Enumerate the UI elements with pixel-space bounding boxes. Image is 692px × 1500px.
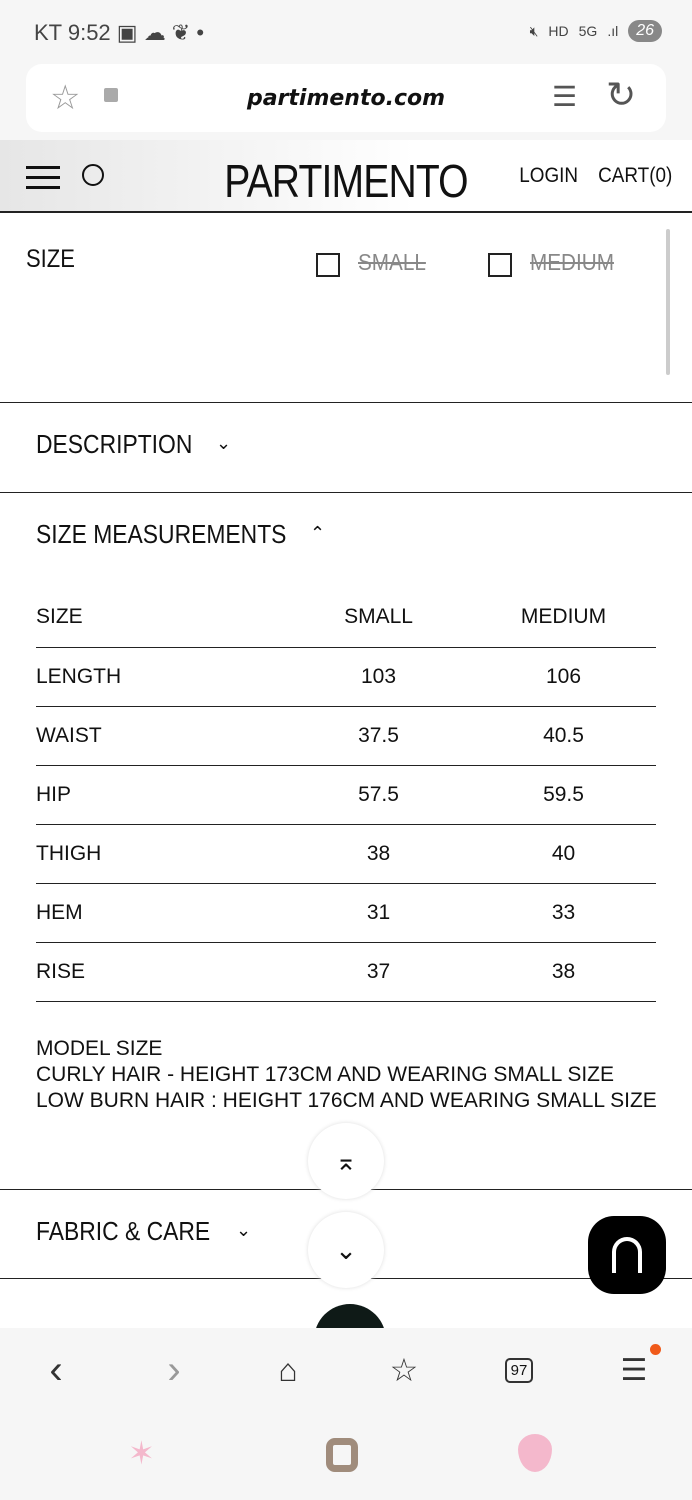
mute-icon: 🔇︎ (529, 22, 539, 39)
site-header: PARTIMENTO LOGIN CART(0) (0, 140, 692, 213)
notification-dot (650, 1344, 661, 1355)
size-small-checkbox[interactable] (316, 253, 340, 277)
tabs-button[interactable]: 97 (489, 1350, 549, 1390)
battery: 26 (628, 20, 662, 42)
table-row: WAIST 37.5 40.5 (36, 706, 656, 766)
chevron-down-icon[interactable]: ⌄ (236, 1220, 252, 1240)
table-row: LENGTH 103 106 (36, 647, 656, 707)
carrier: KT (34, 20, 62, 45)
home-nav-button[interactable] (326, 1438, 358, 1472)
search-icon[interactable] (82, 164, 104, 186)
description-accordion[interactable]: DESCRIPTION ⌄ (0, 403, 692, 493)
size-measurements-accordion[interactable]: SIZE MEASUREMENTS ⌃ (0, 493, 692, 573)
bookmark-star-icon[interactable]: ☆ (50, 79, 81, 117)
size-selector: SIZE SMALL MEDIUM (0, 213, 692, 403)
hd-icon: HD (548, 23, 569, 39)
description-title[interactable]: DESCRIPTION (36, 429, 193, 459)
chevron-up-icon[interactable]: ⌃ (310, 523, 326, 543)
menu-icon[interactable] (26, 166, 60, 189)
table-row: THIGH 38 40 (36, 824, 656, 884)
reload-icon[interactable]: ↻ (606, 74, 637, 115)
clock: 9:52 (67, 20, 111, 45)
signal-icon: .ıl (607, 23, 619, 39)
reader-mode-icon[interactable]: ☰ (552, 81, 578, 112)
size-medium-checkbox[interactable] (488, 253, 512, 277)
cart-link[interactable]: CART(0) (598, 164, 673, 187)
menu-icon[interactable]: ☰ (620, 1353, 648, 1387)
scroll-to-bottom-button[interactable]: ⌄ (308, 1212, 384, 1288)
5g-icon: 5G (578, 23, 598, 39)
stars-icon[interactable]: ✶ (128, 1435, 155, 1471)
table-row: RISE 37 38 (36, 942, 656, 1002)
strawberry-icon[interactable] (518, 1434, 552, 1472)
scroll-to-top-button[interactable]: ⌅ (308, 1123, 384, 1199)
back-button[interactable]: ‹ (49, 1347, 63, 1392)
size-table: SIZE SMALL MEDIUM LENGTH 103 106 WAIST 37.5 40… (36, 588, 656, 1002)
size-label: SIZE (26, 245, 75, 273)
url-text[interactable]: partimento.com (246, 86, 446, 111)
login-link[interactable]: LOGIN (519, 164, 579, 187)
scrollbar[interactable] (666, 229, 670, 375)
lock-icon (104, 88, 118, 102)
home-icon[interactable]: ⌂ (278, 1351, 298, 1388)
size-measurements-title[interactable]: SIZE MEASUREMENTS (36, 519, 287, 549)
scroll-top-icon: ⌅ (335, 1145, 357, 1176)
table-row: HIP 57.5 59.5 (36, 765, 656, 825)
table-header-row: SIZE SMALL MEDIUM (36, 588, 656, 648)
table-row: HEM 31 33 (36, 883, 656, 943)
status-bar: KT 9:52 ▣ ☁ ❦ • 🔇︎ HD 5G .ıl 26 (0, 0, 692, 64)
tab-count: 97 (504, 1357, 534, 1383)
address-bar[interactable]: ☆ partimento.com ☰ ↻ (26, 64, 666, 132)
size-small-label[interactable]: SMALL (358, 249, 426, 275)
bookmarks-icon[interactable]: ☆ (389, 1352, 419, 1388)
scroll-bottom-icon: ⌄ (335, 1234, 357, 1265)
status-icons: ▣ ☁ ❦ • (116, 20, 205, 45)
forward-button[interactable]: › (167, 1347, 181, 1392)
model-size-info: MODEL SIZE CURLY HAIR - HEIGHT 173CM AND… (36, 1037, 657, 1112)
chevron-down-icon[interactable]: ⌄ (216, 433, 232, 453)
browser-toolbar: ‹ › ⌂ ☆ 97 ☰ ✶ (0, 1328, 692, 1500)
size-medium-label[interactable]: MEDIUM (530, 249, 614, 275)
site-logo[interactable]: PARTIMENTO (224, 155, 468, 207)
chat-support-button[interactable] (588, 1216, 666, 1294)
fabric-care-title[interactable]: FABRIC & CARE (36, 1216, 211, 1246)
headset-icon (612, 1237, 642, 1273)
